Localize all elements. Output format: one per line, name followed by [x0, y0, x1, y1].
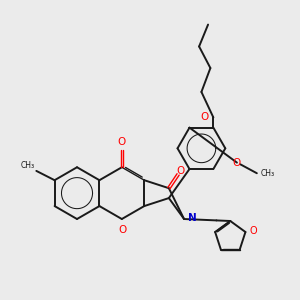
Text: O: O	[233, 158, 241, 168]
Text: O: O	[118, 137, 126, 147]
Text: CH₃: CH₃	[21, 161, 35, 170]
Text: O: O	[176, 166, 184, 176]
Text: O: O	[118, 225, 127, 235]
Text: CH₃: CH₃	[260, 169, 274, 178]
Text: N: N	[188, 213, 197, 223]
Text: O: O	[249, 226, 257, 236]
Text: O: O	[200, 112, 209, 122]
